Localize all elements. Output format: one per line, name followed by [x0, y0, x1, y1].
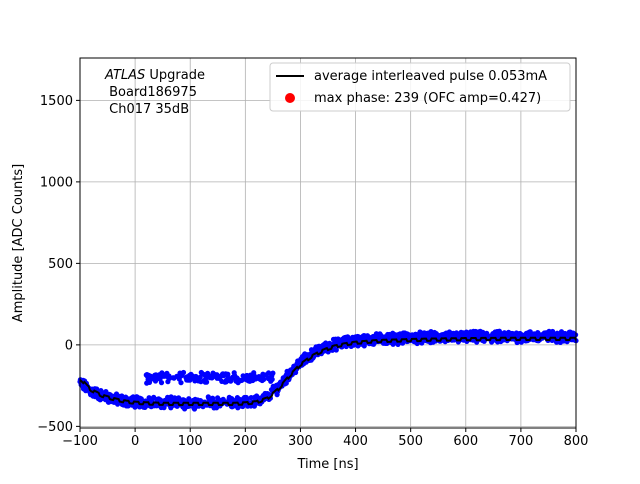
x-tick-label: 600 — [453, 434, 478, 449]
y-axis-ticks: −500 0 500 1000 1500 — [37, 94, 80, 435]
atlas-annotation-line1: ATLAS Upgrade — [104, 68, 205, 83]
x-tick-label: 300 — [288, 434, 313, 449]
channel-annotation: Ch017 35dB — [105, 102, 189, 117]
sample-point — [205, 370, 211, 376]
y-tick-label: −500 — [37, 420, 73, 435]
legend-box — [269, 62, 571, 112]
x-tick-label: 500 — [398, 434, 423, 449]
atlas-upgrade: Upgrade — [145, 68, 205, 83]
y-tick-label: 1500 — [40, 94, 73, 109]
sample-point — [269, 376, 275, 382]
legend: average interleaved pulse 0.053mA max ph… — [269, 62, 571, 112]
y-tick-label: 500 — [48, 257, 73, 272]
sample-point — [204, 379, 210, 385]
plot-frame — [79, 57, 577, 429]
sample-point — [180, 369, 187, 376]
y-axis-label: Amplitude [ADC Counts] — [11, 164, 26, 322]
sample-point — [361, 343, 367, 349]
x-axis-ticks: −100 0 100 200 300 400 500 600 700 800 — [62, 428, 588, 449]
x-tick-label: 200 — [233, 434, 258, 449]
sample-point — [527, 329, 533, 335]
x-tick-label: −100 — [62, 434, 98, 449]
sample-point — [186, 396, 192, 402]
atlas-italic: ATLAS — [104, 68, 145, 83]
legend-dot-marker — [285, 93, 295, 103]
sample-point — [225, 371, 231, 377]
sample-point — [178, 380, 184, 386]
sample-point — [270, 370, 276, 376]
sample-point — [333, 347, 339, 353]
average-pulse-line — [79, 336, 577, 406]
sample-point — [261, 376, 267, 382]
x-tick-label: 700 — [508, 434, 533, 449]
sample-point — [158, 380, 165, 386]
y-tick-label: 0 — [65, 338, 73, 353]
legend-entry-max-phase: max phase: 239 (OFC amp=0.427) — [314, 91, 541, 106]
y-tick-label: 1000 — [40, 175, 73, 190]
average-pulse-path — [79, 336, 577, 406]
x-tick-label: 800 — [564, 434, 589, 449]
x-tick-label: 400 — [343, 434, 368, 449]
x-tick-label: 0 — [131, 434, 139, 449]
legend-entry-average: average interleaved pulse 0.053mA — [314, 69, 547, 84]
x-axis-label: Time [ns] — [296, 457, 358, 472]
x-tick-label: 100 — [178, 434, 203, 449]
board-annotation: Board186975 — [105, 85, 197, 100]
